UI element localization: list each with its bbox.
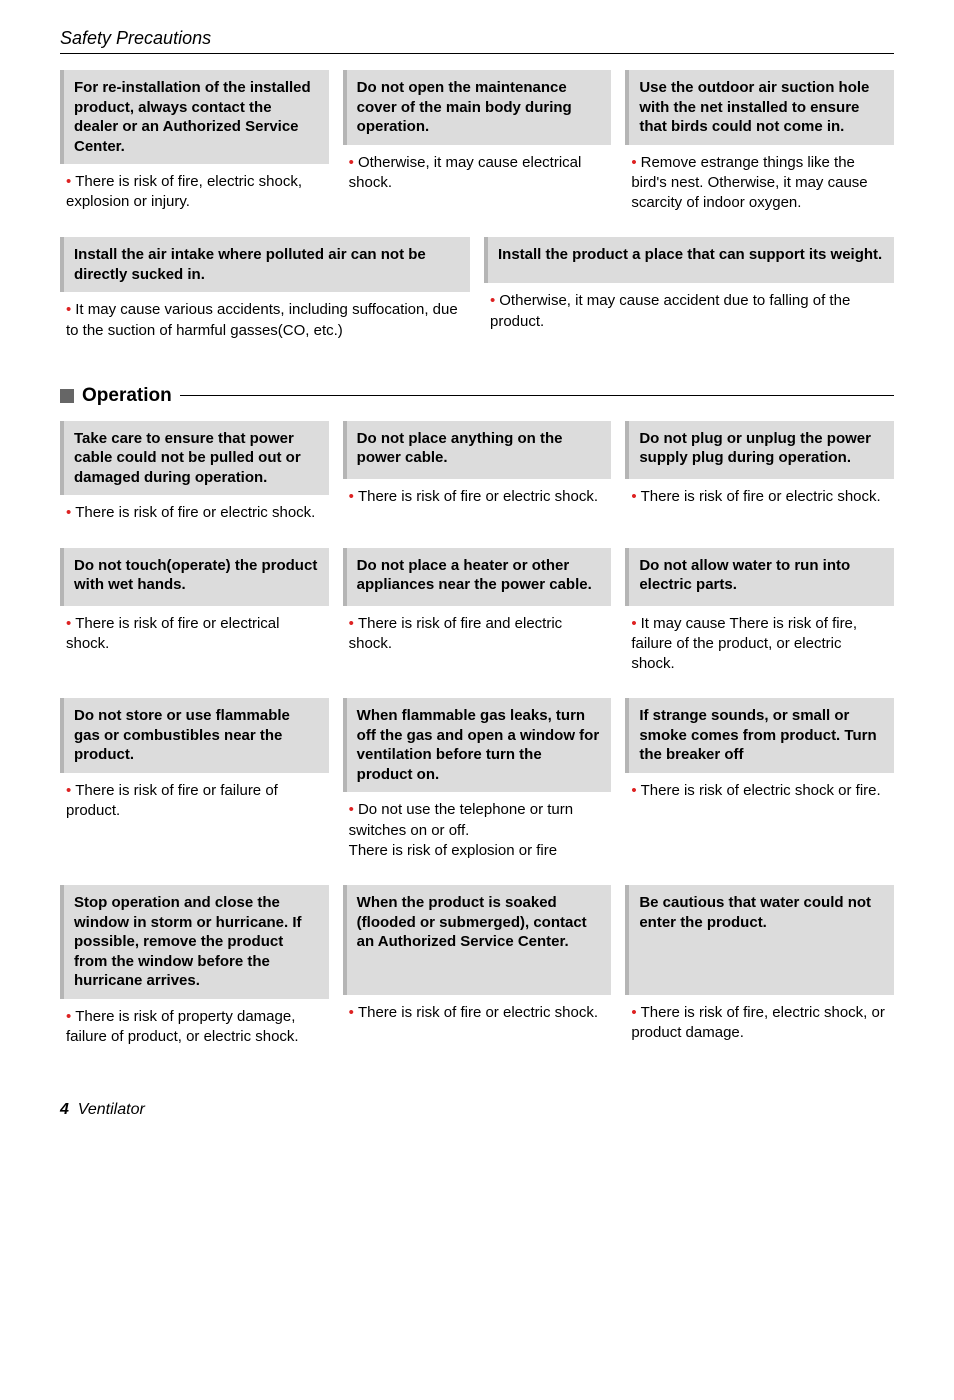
card: If strange sounds, or small or smoke com… xyxy=(625,698,894,875)
op-row: Do not store or use flammable gas or com… xyxy=(60,698,894,875)
operation-heading-text: Operation xyxy=(82,385,172,407)
bullet-icon: • xyxy=(631,1004,640,1021)
card: Install the product a place that can sup… xyxy=(484,237,894,355)
card-header: Take care to ensure that power cable cou… xyxy=(60,421,329,496)
card-body: •There is risk of property damage, failu… xyxy=(60,999,329,1062)
top-row: For re-installation of the installed pro… xyxy=(60,70,894,227)
footer-label: Ventilator xyxy=(78,1101,145,1118)
section-title: Safety Precautions xyxy=(60,28,894,54)
card-header: Install the product a place that can sup… xyxy=(484,237,894,283)
card-header: Do not touch(operate) the product with w… xyxy=(60,548,329,606)
card-body: •There is risk of fire or electric shock… xyxy=(625,479,894,521)
bullet-icon: • xyxy=(66,173,75,190)
bullet-icon: • xyxy=(349,488,358,505)
card-header: When the product is soaked (flooded or s… xyxy=(343,885,612,995)
op-row: Do not touch(operate) the product with w… xyxy=(60,548,894,689)
page-footer: 4 Ventilator xyxy=(60,1101,894,1119)
card: When the product is soaked (flooded or s… xyxy=(343,885,612,1061)
card-body-text: There is risk of fire or electric shock. xyxy=(641,488,881,505)
card-body-text: There is risk of electric shock or fire. xyxy=(641,782,881,799)
bullet-icon: • xyxy=(66,504,75,521)
card-header: Do not allow water to run into electric … xyxy=(625,548,894,606)
bullet-icon: • xyxy=(66,615,75,632)
op-row: Stop operation and close the window in s… xyxy=(60,885,894,1061)
card: When flammable gas leaks, turn off the g… xyxy=(343,698,612,875)
op-row: Take care to ensure that power cable cou… xyxy=(60,421,894,538)
card-body-text: There is risk of fire or electric shock. xyxy=(75,504,315,521)
card: Do not place a heater or other appliance… xyxy=(343,548,612,689)
card-header: Use the outdoor air suction hole with th… xyxy=(625,70,894,145)
card-body-text: There is risk of fire or electric shock. xyxy=(358,1004,598,1021)
card-body: •Otherwise, it may cause accident due to… xyxy=(484,283,894,346)
card: Stop operation and close the window in s… xyxy=(60,885,329,1061)
card: Use the outdoor air suction hole with th… xyxy=(625,70,894,227)
operation-heading: Operation xyxy=(60,385,894,407)
bullet-icon: • xyxy=(490,292,499,309)
card: Do not open the maintenance cover of the… xyxy=(343,70,612,227)
card-header: If strange sounds, or small or smoke com… xyxy=(625,698,894,773)
bullet-icon: • xyxy=(349,154,358,171)
card-body: •There is risk of fire, electric shock, … xyxy=(60,164,329,227)
card-body-text: There is risk of fire, electric shock, o… xyxy=(631,1004,885,1041)
card-body-text: There is risk of property damage, failur… xyxy=(66,1008,299,1045)
bullet-icon: • xyxy=(631,154,640,171)
card-body: •Otherwise, it may cause electrical shoc… xyxy=(343,145,612,208)
card-body: •Do not use the telephone or turn switch… xyxy=(343,792,612,875)
card-body-text: There is risk of fire or electric shock. xyxy=(358,488,598,505)
card-body: •It may cause various accidents, includi… xyxy=(60,292,470,355)
card-header: Stop operation and close the window in s… xyxy=(60,885,329,999)
card-body: •There is risk of fire or failure of pro… xyxy=(60,773,329,836)
card-body-text: Otherwise, it may cause electrical shock… xyxy=(349,154,582,191)
square-icon xyxy=(60,389,74,403)
bullet-icon: • xyxy=(631,782,640,799)
card-body-text: It may cause various accidents, includin… xyxy=(66,301,458,338)
card: Do not allow water to run into electric … xyxy=(625,548,894,689)
card-body: •Remove estrange things like the bird's … xyxy=(625,145,894,228)
card-header: Do not plug or unplug the power supply p… xyxy=(625,421,894,479)
page-number: 4 xyxy=(60,1101,69,1118)
card-body-text: There is risk of fire and electric shock… xyxy=(349,615,563,652)
card-header: When flammable gas leaks, turn off the g… xyxy=(343,698,612,792)
card: Install the air intake where polluted ai… xyxy=(60,237,470,355)
card-body: •There is risk of fire, electric shock, … xyxy=(625,995,894,1058)
card: For re-installation of the installed pro… xyxy=(60,70,329,227)
bullet-icon: • xyxy=(349,801,358,818)
card-body-text: There is risk of fire or electrical shoc… xyxy=(66,615,280,652)
card: Do not plug or unplug the power supply p… xyxy=(625,421,894,538)
bullet-icon: • xyxy=(66,1008,75,1025)
card-header: Do not place a heater or other appliance… xyxy=(343,548,612,606)
card-body-text: It may cause There is risk of fire, fail… xyxy=(631,615,857,673)
card-body-text: Otherwise, it may cause accident due to … xyxy=(490,292,850,329)
card-header: Be cautious that water could not enter t… xyxy=(625,885,894,995)
card-body: •There is risk of fire and electric shoc… xyxy=(343,606,612,669)
card-body: •There is risk of electric shock or fire… xyxy=(625,773,894,815)
card-header: Do not store or use flammable gas or com… xyxy=(60,698,329,773)
card: Be cautious that water could not enter t… xyxy=(625,885,894,1061)
card-body: •There is risk of fire or electric shock… xyxy=(343,995,612,1037)
card-body-text: Remove estrange things like the bird's n… xyxy=(631,154,867,212)
bullet-icon: • xyxy=(631,615,640,632)
bullet-icon: • xyxy=(66,301,75,318)
heading-line xyxy=(180,395,894,396)
card-header: Do not place anything on the power cable… xyxy=(343,421,612,479)
card: Do not touch(operate) the product with w… xyxy=(60,548,329,689)
card-body: •There is risk of fire or electric shock… xyxy=(60,495,329,537)
card-body: •There is risk of fire or electric shock… xyxy=(343,479,612,521)
card-header: For re-installation of the installed pro… xyxy=(60,70,329,164)
card-header: Do not open the maintenance cover of the… xyxy=(343,70,612,145)
bullet-icon: • xyxy=(349,1004,358,1021)
card-body: •It may cause There is risk of fire, fai… xyxy=(625,606,894,689)
card: Do not place anything on the power cable… xyxy=(343,421,612,538)
card-body: •There is risk of fire or electrical sho… xyxy=(60,606,329,669)
mid-row: Install the air intake where polluted ai… xyxy=(60,237,894,355)
bullet-icon: • xyxy=(66,782,75,799)
card: Do not store or use flammable gas or com… xyxy=(60,698,329,875)
bullet-icon: • xyxy=(631,488,640,505)
card-body-text: There is risk of fire or failure of prod… xyxy=(66,782,278,819)
card-body-text: Do not use the telephone or turn switche… xyxy=(349,801,573,859)
card: Take care to ensure that power cable cou… xyxy=(60,421,329,538)
card-header: Install the air intake where polluted ai… xyxy=(60,237,470,292)
card-body-text: There is risk of fire, electric shock, e… xyxy=(66,173,302,210)
bullet-icon: • xyxy=(349,615,358,632)
